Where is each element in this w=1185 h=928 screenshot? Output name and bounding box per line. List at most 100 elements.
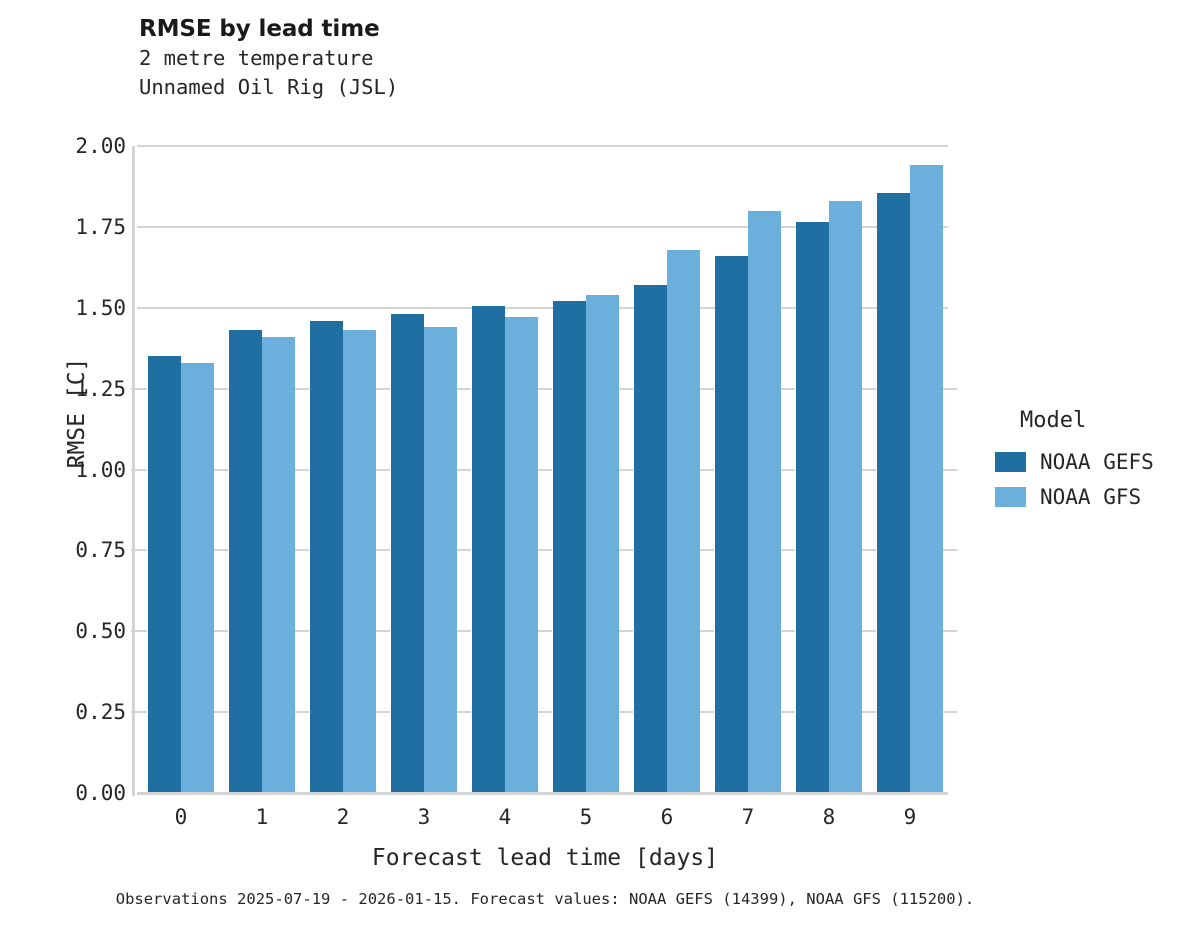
- gridline-stub: [536, 468, 552, 471]
- gridline-stub: [941, 711, 957, 714]
- gridline-stub: [536, 387, 552, 390]
- legend-title: Model: [1020, 408, 1087, 433]
- bar-noaa-gfs-day-8: [829, 201, 862, 793]
- gridline-stub: [779, 711, 795, 714]
- legend-swatch: [995, 486, 1026, 507]
- bar-noaa-gefs-day-7: [715, 256, 748, 793]
- gridline-stub: [212, 468, 228, 471]
- gridline-stub: [536, 549, 552, 552]
- y-tick-label: 0.25: [75, 700, 126, 725]
- bar-noaa-gefs-day-9: [877, 192, 910, 793]
- bar-noaa-gfs-day-0: [181, 362, 214, 793]
- gridline-stub: [212, 549, 228, 552]
- gridline-stub: [779, 387, 795, 390]
- y-tick-label: 1.00: [75, 457, 126, 482]
- x-tick-label: 0: [174, 805, 188, 829]
- x-tick-label: 4: [498, 805, 512, 829]
- y-axis-spine: [132, 146, 135, 796]
- footer-note: Observations 2025-07-19 - 2026-01-15. Fo…: [115, 890, 975, 908]
- bar-noaa-gfs-day-3: [424, 327, 457, 793]
- gridline-stub: [617, 549, 633, 552]
- gridline-stub: [131, 387, 147, 390]
- gridline-stub: [374, 549, 390, 552]
- bar-noaa-gfs-day-1: [262, 336, 295, 793]
- bar-noaa-gfs-day-7: [748, 210, 781, 793]
- legend: Model NOAA GEFS NOAA GFS: [995, 408, 1185, 514]
- gridline-stub: [536, 630, 552, 633]
- legend-entries: NOAA GEFS NOAA GFS: [995, 444, 1185, 514]
- x-tick-label: 9: [903, 805, 917, 829]
- bar-noaa-gefs-day-0: [148, 356, 181, 793]
- legend-label: NOAA GEFS: [1040, 449, 1154, 474]
- gridline: [137, 225, 948, 228]
- gridline-stub: [455, 630, 471, 633]
- x-tick-label: 1: [255, 805, 269, 829]
- gridline-stub: [860, 711, 876, 714]
- gridline-stub: [455, 468, 471, 471]
- gridline-stub: [131, 711, 147, 714]
- y-tick-label: 1.75: [75, 214, 126, 239]
- gridline-stub: [617, 387, 633, 390]
- gridline-stub: [860, 468, 876, 471]
- y-tick-label: 1.25: [75, 376, 126, 401]
- bar-noaa-gfs-day-9: [910, 165, 943, 793]
- y-tick-label: 2.00: [75, 134, 126, 158]
- gridline-stub: [374, 711, 390, 714]
- bar-noaa-gfs-day-2: [343, 330, 376, 793]
- x-tick-label: 6: [660, 805, 674, 829]
- gridline-stub: [941, 630, 957, 633]
- bar-noaa-gefs-day-6: [634, 285, 667, 793]
- gridline-stub: [860, 630, 876, 633]
- bar-noaa-gfs-day-5: [586, 294, 619, 793]
- legend-item-noaa-gfs[interactable]: NOAA GFS: [995, 479, 1185, 514]
- gridline-stub: [698, 630, 714, 633]
- gridline-stub: [698, 387, 714, 390]
- page-title: RMSE by lead time: [139, 16, 380, 42]
- gridline-stub: [698, 549, 714, 552]
- gridline: [137, 306, 948, 309]
- gridline-stub: [941, 549, 957, 552]
- legend-item-noaa-gefs[interactable]: NOAA GEFS: [995, 444, 1185, 479]
- plot-area: [131, 145, 957, 795]
- bar-noaa-gefs-day-1: [229, 330, 262, 793]
- gridline-stub: [455, 711, 471, 714]
- gridline-stub: [131, 468, 147, 471]
- gridline-stub: [131, 630, 147, 633]
- gridline-stub: [617, 711, 633, 714]
- gridline-stub: [941, 387, 957, 390]
- gridline-stub: [212, 387, 228, 390]
- gridline-stub: [617, 630, 633, 633]
- gridline-stub: [779, 468, 795, 471]
- gridline-stub: [455, 387, 471, 390]
- gridline-stub: [293, 630, 309, 633]
- y-tick-label: 1.50: [75, 295, 126, 320]
- gridline-stub: [293, 468, 309, 471]
- gridline-stub: [374, 387, 390, 390]
- y-axis-title: RMSE [C]: [64, 357, 90, 469]
- gridline-stub: [779, 630, 795, 633]
- gridline-stub: [293, 387, 309, 390]
- y-tick-label: 0.75: [75, 538, 126, 563]
- gridline-stub: [293, 711, 309, 714]
- chart-subtitle-variable: 2 metre temperature: [139, 46, 374, 70]
- gridline-stub: [698, 468, 714, 471]
- legend-label: NOAA GFS: [1040, 484, 1142, 509]
- x-tick-label: 3: [417, 805, 431, 829]
- y-tick-label: 0.00: [75, 781, 126, 805]
- bar-noaa-gefs-day-2: [310, 320, 343, 793]
- legend-swatch: [995, 451, 1026, 472]
- bar-noaa-gfs-day-4: [505, 317, 538, 793]
- gridline-stub: [374, 630, 390, 633]
- x-tick-label: 8: [822, 805, 836, 829]
- bar-noaa-gfs-day-6: [667, 249, 700, 793]
- gridline-stub: [941, 468, 957, 471]
- bar-noaa-gefs-day-8: [796, 222, 829, 793]
- bar-noaa-gefs-day-3: [391, 314, 424, 793]
- x-axis-title: Forecast lead time [days]: [371, 845, 719, 871]
- gridline-stub: [617, 468, 633, 471]
- gridline-stub: [779, 549, 795, 552]
- y-tick-label: 0.50: [75, 619, 126, 644]
- title-block: RMSE by lead time 2 metre temperature Un…: [139, 14, 839, 102]
- gridline-stub: [455, 549, 471, 552]
- gridline: [137, 145, 948, 147]
